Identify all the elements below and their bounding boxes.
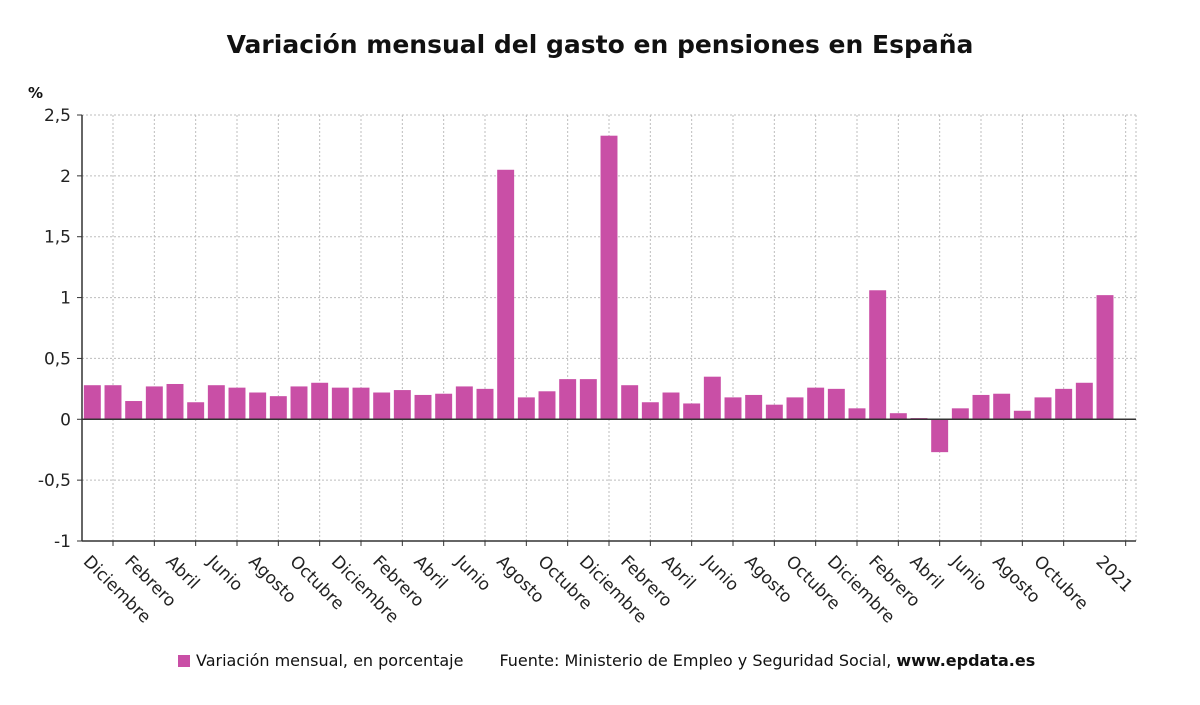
x-tick-label: Junio — [946, 551, 990, 595]
bar — [352, 387, 370, 420]
bar — [1055, 388, 1073, 420]
bar — [621, 385, 639, 420]
legend-swatch — [178, 654, 190, 667]
bar — [600, 135, 618, 420]
source-text: Fuente: Ministerio de Empleo y Seguridad… — [499, 651, 892, 670]
bar — [993, 393, 1011, 420]
legend-label: Variación mensual, en porcentaje — [196, 651, 464, 670]
bar — [207, 385, 225, 420]
y-tick-label: 1,5 — [44, 228, 71, 248]
bar — [869, 290, 887, 420]
bar — [951, 408, 969, 420]
bar — [83, 385, 101, 420]
bar — [125, 401, 143, 420]
chart-title: Variación mensual del gasto en pensiones… — [226, 30, 974, 59]
bar — [228, 387, 246, 420]
y-axis-unit: % — [28, 84, 43, 102]
bar — [579, 379, 597, 420]
y-tick-label: 0 — [60, 410, 71, 430]
bar — [517, 397, 535, 420]
bar — [1013, 410, 1031, 420]
x-tick-label: Junio — [450, 551, 494, 595]
x-tick-label: 2021 — [1092, 552, 1137, 597]
bar — [641, 402, 659, 420]
bar — [435, 393, 453, 420]
bar — [1034, 397, 1052, 420]
y-tick-label: 2,5 — [44, 106, 71, 126]
bar — [1075, 382, 1093, 420]
source-site: www.epdata.es — [896, 651, 1036, 670]
bar — [497, 169, 515, 420]
legend: Variación mensual, en porcentaje Fuente:… — [178, 651, 1035, 670]
bar — [559, 379, 577, 420]
bar — [187, 402, 205, 420]
bar — [703, 376, 721, 420]
bar — [765, 404, 783, 420]
bar — [311, 382, 329, 420]
bar — [724, 397, 742, 420]
y-tick-label: -1 — [54, 532, 71, 552]
bar — [290, 386, 308, 420]
bar — [848, 408, 866, 420]
y-tick-label: 1 — [60, 289, 71, 309]
bar — [745, 394, 763, 420]
bar — [889, 413, 907, 420]
y-tick-label: -0,5 — [38, 471, 71, 491]
x-tick-label: Octubre — [1030, 552, 1092, 614]
x-tick-label: Junio — [202, 551, 246, 595]
bar — [455, 386, 473, 420]
bar — [331, 387, 349, 420]
bar — [414, 394, 432, 420]
bar — [827, 388, 845, 420]
bar — [393, 390, 411, 420]
bar — [269, 396, 287, 420]
bar — [683, 403, 701, 420]
bar — [145, 386, 163, 420]
bar — [166, 383, 184, 420]
bar — [972, 394, 990, 420]
bar — [786, 397, 804, 420]
bar — [249, 392, 267, 420]
bar — [807, 387, 825, 420]
bar — [662, 392, 680, 420]
bar — [104, 385, 122, 420]
bar — [476, 388, 494, 420]
y-tick-label: 2 — [60, 167, 71, 187]
y-tick-label: 0,5 — [44, 349, 71, 369]
bar — [931, 419, 949, 453]
bar — [1096, 295, 1114, 420]
bar — [538, 391, 556, 420]
bar — [373, 392, 391, 420]
x-tick-label: Junio — [698, 551, 742, 595]
